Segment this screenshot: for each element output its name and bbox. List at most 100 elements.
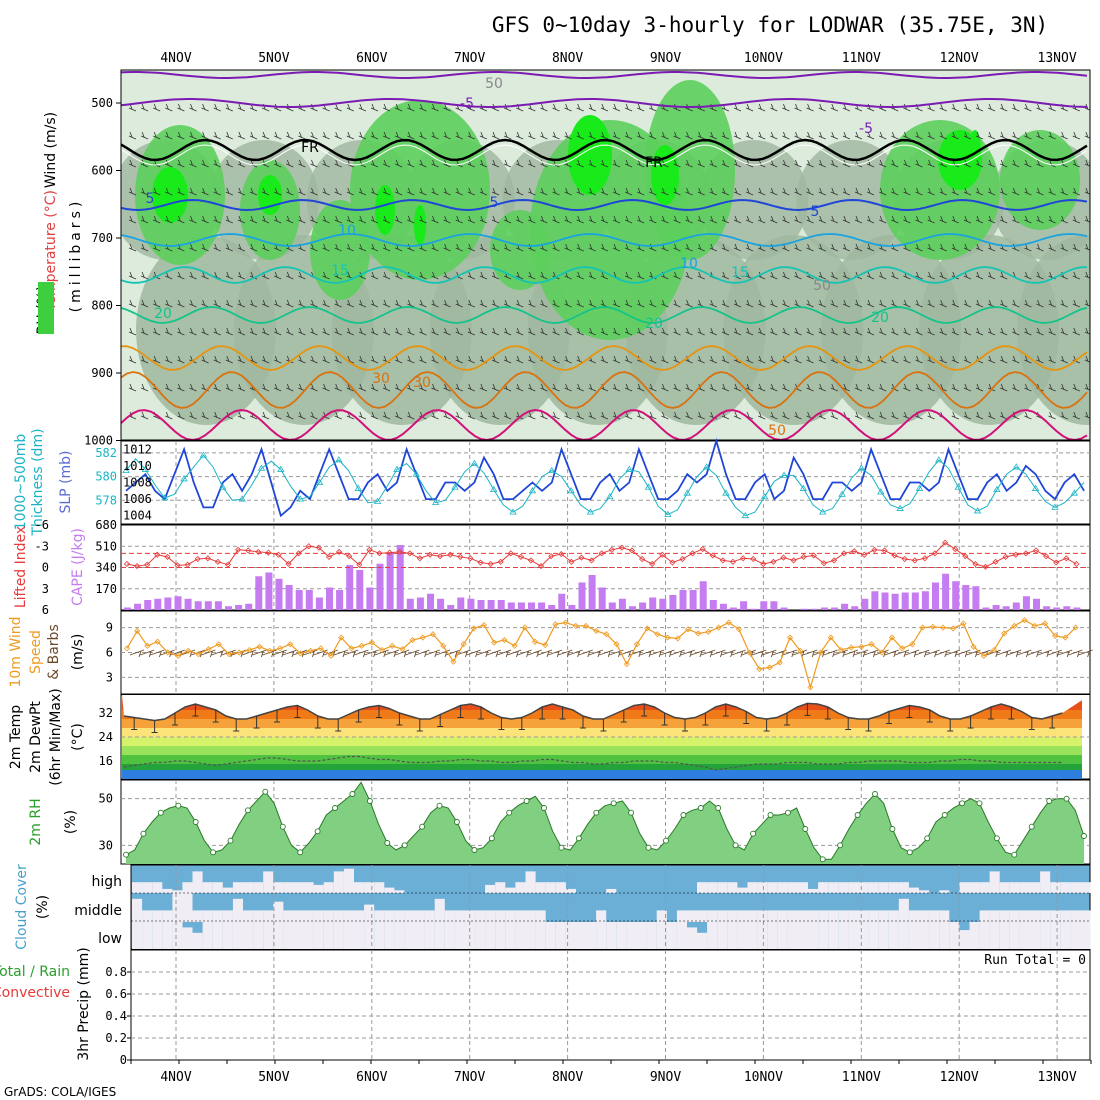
wind-barb [975, 187, 984, 196]
cape-bar [881, 592, 889, 610]
wind-barb [225, 215, 233, 224]
wind-barb [225, 383, 233, 392]
li-point [750, 555, 757, 563]
wind-barb [479, 411, 488, 420]
wind-barb [830, 103, 838, 112]
wind-barb [405, 649, 420, 658]
wind-barb [322, 243, 330, 252]
wind-barb [758, 383, 766, 392]
wind-barb [425, 649, 440, 658]
wind-barb [879, 327, 887, 336]
wind-barb [1012, 159, 1020, 168]
wind-barb [963, 187, 972, 196]
cape-bar [770, 601, 778, 610]
cloud-cell [545, 922, 556, 949]
wind-speed-point [888, 634, 896, 641]
cape-bar [810, 608, 818, 610]
wind-barb [516, 383, 524, 392]
rh2m-point [123, 851, 129, 858]
thickness-point [838, 490, 846, 497]
cloud-cell [132, 882, 143, 893]
cloud-cell [898, 922, 909, 949]
cape-bar [497, 600, 505, 610]
wind-barb [189, 215, 197, 224]
wind-barb [721, 327, 730, 336]
cloud-cell [202, 910, 213, 922]
wind-barb [588, 215, 596, 224]
wind-barb [830, 411, 838, 420]
cloud-cell [676, 910, 687, 922]
day-label-bottom: 5NOV [258, 1070, 289, 1085]
wind-barb [721, 131, 730, 140]
wind-barb [395, 411, 403, 420]
wind-barb [588, 243, 596, 252]
wind-speed-point [950, 625, 957, 632]
wind-barb [637, 411, 645, 420]
thickness-point [857, 464, 866, 471]
wind-barb [528, 215, 536, 224]
li-point [164, 553, 171, 560]
thickness-point [315, 478, 324, 485]
wind-speed-point [644, 625, 651, 632]
cloud-cell [273, 922, 284, 949]
wind-barb [249, 327, 258, 336]
slp-label-slp: SLP (mb) [58, 450, 74, 513]
wind-barb [987, 131, 996, 140]
wind-barb [927, 411, 935, 420]
wind-barb [528, 299, 536, 308]
rh-band [414, 205, 426, 245]
thickness-point [567, 487, 575, 494]
wind-label-1: 10m Wind [8, 616, 24, 687]
cloud-cell [182, 882, 193, 893]
wind-barb [431, 271, 439, 280]
wind-barb [803, 649, 818, 658]
wind-barb [758, 355, 766, 364]
wind-speed-point [572, 622, 579, 630]
cape-bar [245, 603, 253, 610]
wind-barb [963, 327, 972, 336]
wind-barb [346, 327, 354, 336]
wind-barb [537, 649, 553, 658]
li-point [1053, 559, 1060, 566]
thickness-point [915, 484, 924, 491]
li-point [1073, 560, 1080, 568]
rh2m-point [959, 800, 966, 807]
wind-barb [358, 327, 367, 336]
cape-bar [538, 602, 546, 610]
li-point [507, 550, 514, 557]
thickness-point [683, 489, 691, 496]
wind-barb [286, 187, 294, 196]
wind-barb [588, 411, 596, 420]
wind-barb [189, 159, 197, 168]
wind-barb [395, 355, 403, 364]
wind-barb [237, 299, 246, 308]
wind-barb [866, 271, 875, 280]
wind-barb [915, 299, 923, 308]
thickness-point [722, 489, 730, 496]
wind-barb [721, 383, 730, 392]
wind-barb [382, 327, 391, 336]
temp-band [122, 770, 1082, 779]
wind-barb [637, 299, 645, 308]
wind-barb [298, 299, 306, 308]
wind-barb [225, 355, 233, 364]
wind-barb [854, 243, 863, 252]
wind-barb [261, 355, 270, 364]
thickness-point [586, 508, 595, 515]
wind-barb [711, 649, 726, 658]
wind-barb [165, 355, 173, 364]
wind-barb [516, 215, 524, 224]
li-point [487, 560, 494, 568]
day-label-bottom: 7NOV [454, 1070, 485, 1085]
wind-speed-point [746, 649, 753, 656]
wind-barb [395, 299, 403, 308]
rh-band [152, 167, 188, 223]
cloud-cell [1060, 910, 1071, 922]
wind-barb [552, 299, 560, 308]
li-point [659, 551, 666, 558]
wind-barb [1060, 299, 1068, 308]
cloud-cell [394, 890, 405, 893]
wind-barb [709, 159, 717, 168]
wind-barb [322, 383, 330, 392]
